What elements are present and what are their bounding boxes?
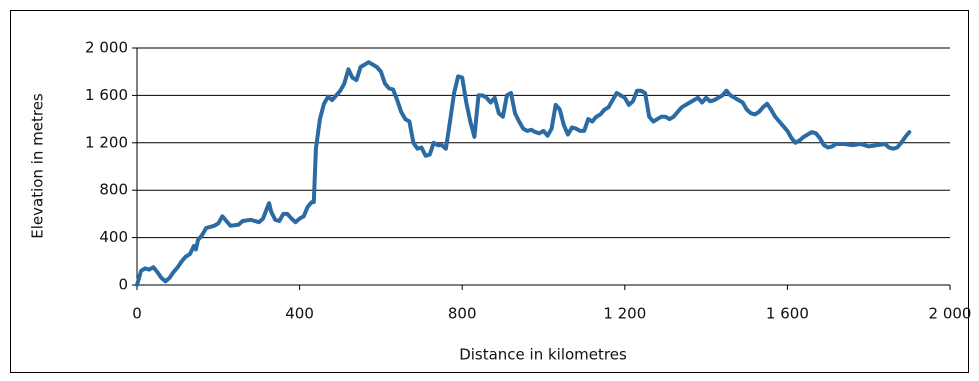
y-axis-label: Elevation in metres <box>29 93 47 239</box>
y-tick-label: 800 <box>99 181 128 199</box>
x-tick-label: 800 <box>448 305 477 323</box>
y-tick-label: 1 200 <box>85 133 128 151</box>
frame <box>10 10 969 373</box>
x-axis-label: Distance in kilometres <box>459 346 627 364</box>
y-tick-label: 400 <box>99 228 128 246</box>
y-tick-label: 0 <box>118 276 128 294</box>
x-tick-label: 1 200 <box>603 305 646 323</box>
x-tick-label: 1 600 <box>766 305 809 323</box>
elevation-line <box>135 60 912 287</box>
x-tick-label: 2 000 <box>929 305 972 323</box>
x-tick-label: 0 <box>132 305 142 323</box>
y-tick-label: 1 600 <box>85 86 128 104</box>
x-tick-label: 400 <box>285 305 314 323</box>
y-tick-label: 2 000 <box>85 39 128 57</box>
